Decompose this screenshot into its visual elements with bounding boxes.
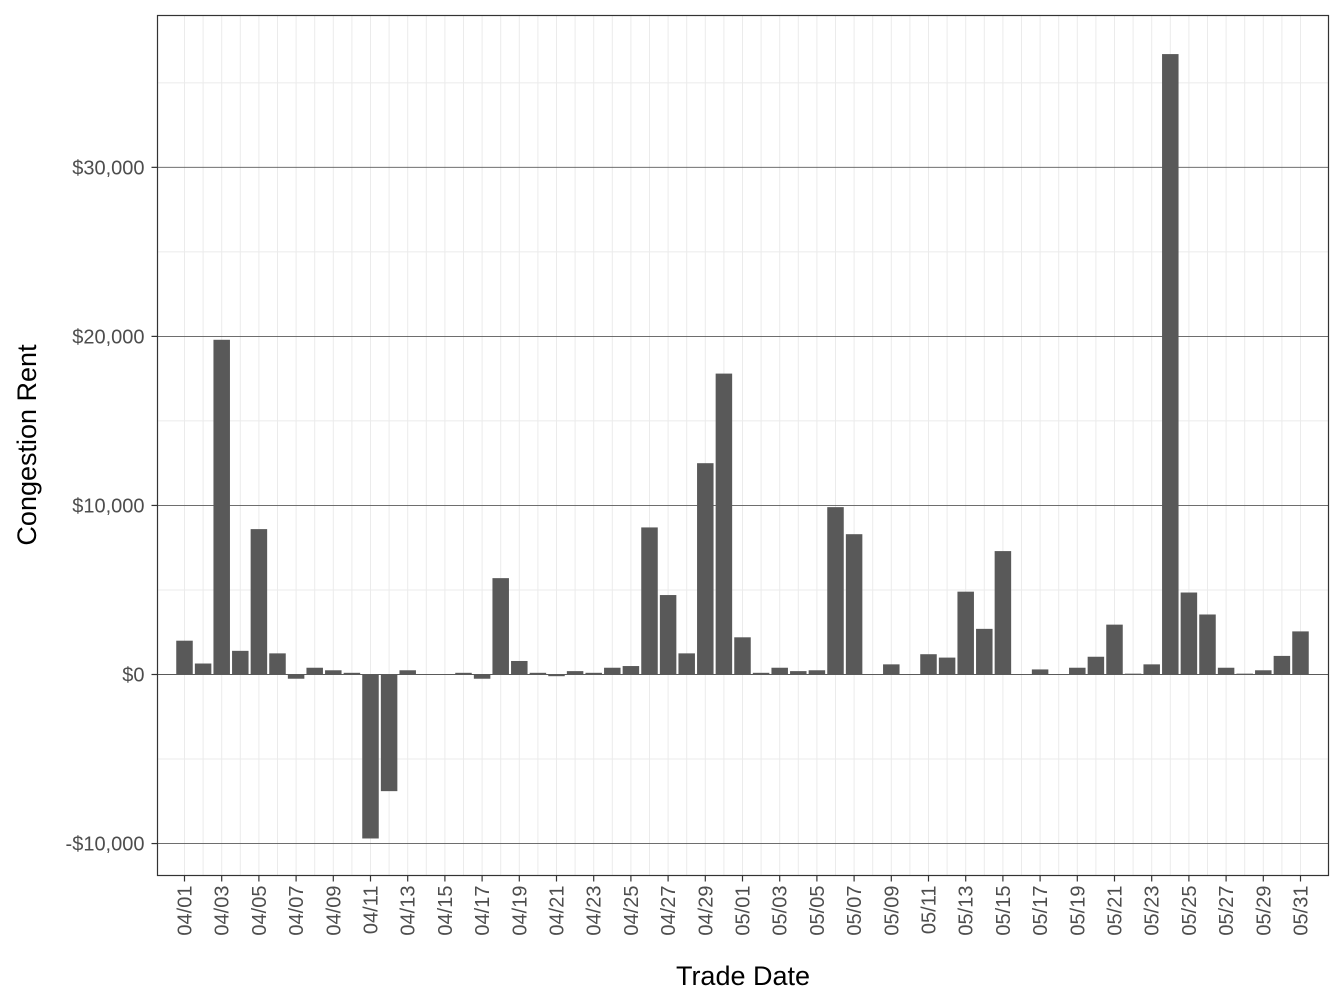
bar-04-09 [325, 670, 342, 675]
x-tick-label: 05/13 [956, 886, 978, 936]
bar-04-22 [566, 671, 584, 675]
y-axis: -$10,000 $0 $10,000 $20,000 $30,000 [66, 157, 158, 856]
bar-04-02 [194, 663, 212, 675]
y-tick-label: $0 [122, 665, 144, 687]
x-tick-label: 05/11 [919, 886, 941, 935]
bar-05-23 [1143, 664, 1160, 675]
bar-05-19 [1069, 667, 1086, 675]
bar-05-30 [1273, 655, 1291, 675]
bar-05-20 [1087, 656, 1105, 675]
bar-05-29 [1255, 670, 1272, 675]
x-tick-label: 04/11 [361, 886, 383, 935]
bar-05-17 [1031, 669, 1049, 675]
x-tick-label: 05/09 [881, 886, 903, 936]
bar-04-07 [287, 674, 305, 679]
bar-04-04 [232, 650, 249, 675]
x-tick-label: 05/25 [1179, 886, 1201, 936]
x-tick-label: 05/01 [733, 886, 755, 936]
bar-05-15 [994, 551, 1012, 675]
bar-04-28 [678, 653, 695, 675]
x-tick-label: 05/19 [1067, 886, 1089, 936]
bar-04-23 [585, 672, 602, 675]
bar-04-19 [511, 660, 528, 675]
x-tick-label: 04/21 [547, 886, 569, 936]
x-tick-label: 04/13 [398, 886, 420, 936]
bar-05-07 [845, 534, 863, 675]
bar-04-27 [659, 595, 677, 675]
x-tick-label: 05/07 [844, 886, 866, 936]
x-tick-label: 04/15 [435, 886, 457, 936]
bar-05-13 [957, 591, 974, 675]
bar-05-06 [827, 507, 844, 675]
x-tick-label: 04/03 [212, 886, 234, 936]
x-tick-label: 05/23 [1142, 886, 1164, 936]
bar-04-29 [697, 463, 714, 675]
bar-04-24 [604, 667, 621, 675]
bar-05-03 [771, 667, 788, 675]
y-axis-title: Congestion Rent [12, 344, 42, 546]
x-tick-label: 05/17 [1030, 886, 1052, 936]
bar-04-11 [362, 674, 379, 839]
x-tick-label: 04/19 [509, 886, 531, 936]
x-tick-label: 04/07 [286, 886, 308, 936]
x-tick-label: 04/09 [323, 886, 345, 936]
bar-04-25 [622, 666, 640, 675]
bar-05-02 [752, 672, 770, 675]
x-tick-label: 04/05 [249, 886, 271, 936]
bar-04-12 [380, 674, 398, 792]
bar-05-14 [976, 628, 993, 675]
x-tick-label: 05/27 [1216, 886, 1238, 936]
x-tick-label: 05/29 [1253, 886, 1275, 936]
bar-04-05 [250, 529, 268, 675]
bar-05-12 [938, 657, 956, 675]
bar-04-26 [641, 527, 658, 675]
x-tick-label: 05/31 [1291, 886, 1313, 936]
x-axis: 04/01 04/03 04/05 04/07 04/09 04/11 04/13 04/15… [175, 875, 1313, 936]
x-tick-label: 04/01 [175, 886, 197, 936]
bar-04-03 [213, 339, 230, 675]
bar-05-22 [1124, 673, 1142, 675]
x-tick-label: 04/17 [472, 886, 494, 936]
x-tick-label: 04/25 [621, 886, 643, 936]
bar-04-17 [473, 674, 491, 679]
bar-05-28 [1236, 673, 1253, 675]
bar-04-01 [176, 640, 193, 675]
x-axis-title: Trade Date [676, 961, 810, 991]
bar-05-09 [883, 664, 900, 675]
bar-04-20 [529, 672, 547, 675]
bar-05-21 [1106, 624, 1123, 675]
bar-05-04 [790, 671, 807, 675]
bar-04-30 [715, 373, 733, 675]
y-tick-label: -$10,000 [66, 834, 145, 856]
bar-05-27 [1217, 667, 1235, 675]
bar-04-21 [548, 674, 565, 677]
bar-05-26 [1199, 614, 1216, 675]
y-tick-label: $20,000 [72, 326, 144, 348]
bar-05-01 [734, 637, 751, 675]
bar-05-31 [1292, 631, 1309, 675]
bar-04-06 [269, 653, 286, 675]
bar-04-18 [492, 578, 509, 675]
x-tick-label: 04/23 [584, 886, 606, 936]
bar-04-16 [455, 672, 472, 675]
y-tick-label: $30,000 [72, 157, 144, 179]
x-tick-label: 05/05 [807, 886, 829, 936]
x-tick-label: 05/03 [770, 886, 792, 936]
bar-04-08 [306, 667, 323, 675]
bar-05-11 [920, 654, 937, 675]
x-tick-label: 05/21 [1105, 886, 1127, 936]
bar-05-05 [808, 670, 826, 675]
bar-05-24 [1162, 54, 1179, 675]
bar-05-25 [1180, 592, 1198, 675]
bar-04-10 [343, 672, 361, 675]
x-tick-label: 04/29 [695, 886, 717, 936]
x-tick-label: 04/27 [658, 886, 680, 936]
bars [176, 54, 1309, 839]
x-tick-label: 05/15 [993, 886, 1015, 936]
bar-04-13 [399, 670, 416, 675]
y-tick-label: $10,000 [72, 495, 144, 517]
